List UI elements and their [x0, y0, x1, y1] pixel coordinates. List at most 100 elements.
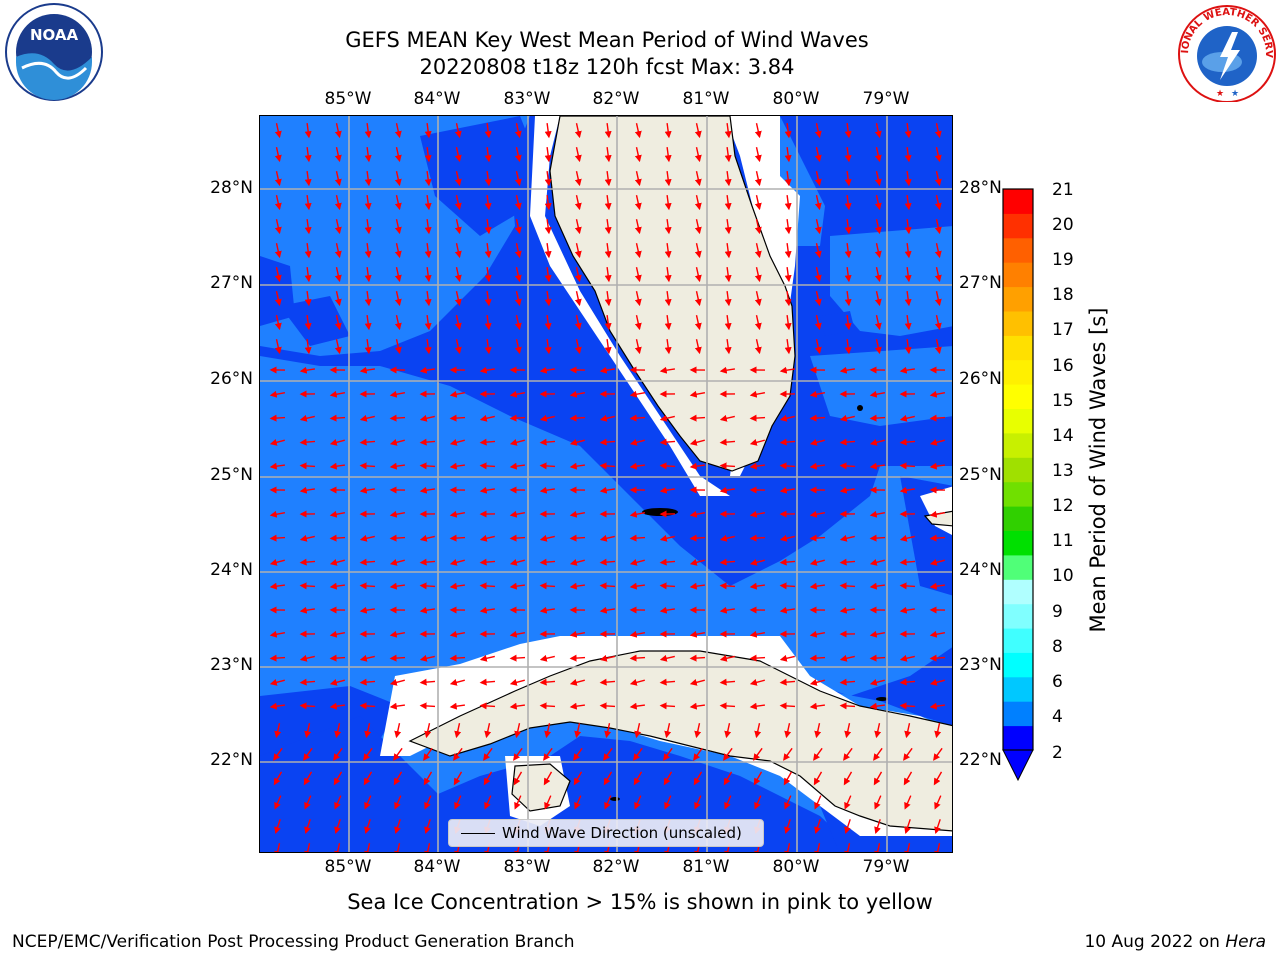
wind-wave-arrow [844, 291, 852, 307]
wind-wave-arrow [484, 123, 492, 139]
wind-wave-arrow [394, 147, 402, 163]
colorbar-band [1003, 237, 1033, 263]
wind-wave-arrow [784, 723, 792, 739]
wind-wave-arrow [599, 582, 616, 590]
wind-wave-arrow [664, 315, 672, 331]
wind-wave-arrow [659, 678, 676, 686]
wind-wave-arrow [419, 654, 435, 662]
wind-wave-arrow [604, 195, 612, 211]
wind-wave-arrow [484, 195, 492, 211]
wind-wave-arrow [424, 219, 432, 235]
wind-wave-arrow [869, 534, 886, 542]
wind-wave-arrow [899, 702, 916, 710]
wind-wave-arrow [479, 606, 496, 614]
wind-wave-arrow [844, 243, 852, 259]
wind-wave-arrow [814, 819, 821, 835]
wind-wave-arrow [659, 606, 676, 614]
wind-wave-arrow [664, 219, 672, 235]
wind-wave-arrow [814, 843, 822, 852]
wind-wave-arrow [393, 747, 403, 761]
wind-wave-arrow [334, 267, 342, 283]
wind-wave-arrow [299, 558, 316, 566]
wind-wave-arrow [869, 414, 886, 422]
wind-wave-arrow [574, 315, 582, 331]
wind-wave-arrow [269, 510, 286, 518]
wind-wave-arrow [394, 819, 401, 835]
wind-wave-arrow [749, 390, 766, 398]
sea-ice-note: Sea Ice Concentration > 15% is shown in … [347, 890, 933, 914]
wind-wave-arrow [359, 366, 376, 374]
wind-wave-arrow [509, 534, 526, 542]
colorbar-tick: 16 [1052, 356, 1074, 376]
wind-wave-arrow [274, 843, 282, 852]
wind-wave-arrow [753, 747, 763, 761]
wind-wave-arrow [749, 438, 765, 446]
wind-wave-arrow [449, 414, 466, 422]
wind-wave-arrow [899, 366, 916, 374]
wind-wave-arrow [869, 438, 885, 446]
wind-wave-arrow [479, 702, 496, 710]
wind-wave-arrow [424, 147, 432, 163]
wind-wave-arrow [689, 558, 705, 566]
colorbar-tick: 21 [1052, 180, 1074, 200]
wind-wave-arrow [334, 219, 342, 235]
wind-wave-arrow [269, 654, 286, 662]
wind-wave-arrow [689, 510, 706, 518]
wind-wave-arrow [329, 414, 346, 422]
wind-wave-arrow [723, 771, 733, 786]
wind-wave-arrow [424, 291, 432, 307]
wind-wave-arrow [299, 678, 316, 686]
wind-wave-arrow [839, 606, 856, 614]
wind-wave-arrow [509, 630, 526, 638]
wind-wave-arrow [274, 819, 281, 835]
wind-wave-arrow [299, 654, 315, 662]
wind-wave-arrow [539, 486, 556, 494]
wind-wave-arrow [809, 462, 825, 470]
wind-wave-arrow [904, 267, 912, 283]
wind-wave-arrow [359, 462, 376, 470]
colorbar-band [1003, 628, 1033, 653]
wind-wave-arrow [724, 219, 732, 235]
wind-wave-arrow [599, 366, 616, 374]
wind-wave-arrow [689, 654, 706, 662]
wind-wave-arrow [634, 195, 642, 211]
wind-wave-arrow [814, 291, 822, 307]
wind-wave-arrow [569, 390, 586, 398]
wind-wave-arrow [454, 195, 462, 211]
wind-wave-arrow [299, 702, 316, 710]
wind-wave-arrow [604, 291, 612, 307]
wind-wave-arrow [634, 339, 642, 355]
wind-wave-arrow [304, 147, 312, 163]
lat-label: 23°N [210, 655, 253, 675]
wind-wave-arrow [304, 339, 312, 355]
wind-wave-arrow [784, 315, 792, 331]
wind-wave-arrow [269, 582, 285, 590]
wind-wave-arrow [394, 795, 402, 810]
wind-wave-arrow [749, 558, 765, 566]
wind-wave-arrow [929, 510, 946, 518]
lon-label: 80°W [772, 857, 820, 877]
wind-wave-arrow [269, 678, 285, 686]
colorbar-band [1003, 335, 1033, 361]
wind-wave-arrow [869, 702, 885, 710]
wind-wave-arrow [274, 291, 282, 307]
wind-wave-arrow [569, 438, 585, 446]
wind-wave-arrow [389, 390, 406, 398]
wind-wave-arrow [629, 414, 646, 422]
wind-wave-arrow [633, 771, 643, 786]
colorbar-band [1003, 676, 1033, 702]
wind-wave-arrow [484, 795, 492, 810]
wind-wave-arrow [449, 534, 466, 542]
wind-wave-arrow [719, 462, 736, 470]
wind-wave-arrow [424, 123, 432, 139]
wind-wave-arrow [664, 795, 672, 810]
wind-wave-arrow [754, 147, 762, 163]
wind-wave-arrow [364, 291, 372, 307]
svg-text:NOAA: NOAA [30, 26, 79, 44]
wind-wave-arrow [844, 795, 852, 810]
wind-wave-arrow [814, 195, 822, 211]
map-panel[interactable]: Wind Wave Direction (unscaled) [259, 115, 953, 853]
wind-wave-arrow [449, 558, 465, 566]
wind-wave-arrow [689, 414, 706, 422]
wind-wave-arrow [904, 243, 912, 259]
